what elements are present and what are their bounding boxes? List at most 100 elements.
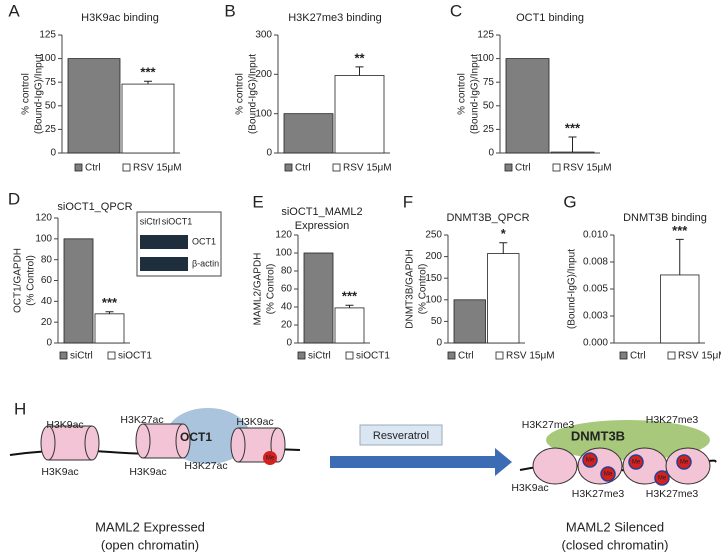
legend-swatch [345, 351, 354, 360]
y-tick-label: 125 [39, 30, 56, 41]
y-tick-label: 250 [425, 230, 442, 241]
legend-label: siOCT1 [118, 351, 152, 362]
y-tick-label: 100 [425, 294, 442, 305]
significance: *** [565, 120, 581, 135]
legend-label: Ctrl [85, 163, 101, 174]
y-tick-label: 40 [281, 302, 293, 313]
methyl [676, 454, 692, 470]
y-tick-label: 0.000 [583, 338, 608, 349]
y-tick-label: 125 [477, 30, 494, 41]
band-label: OCT1 [192, 236, 216, 246]
y-axis-label: MAML2/GAPDH [253, 253, 264, 326]
arrow-label: Resveratrol [373, 430, 429, 442]
methyl-label: Me [586, 458, 595, 464]
y-tick-label: 25 [483, 124, 495, 135]
chart-title: DNMT3B_QPCR [446, 212, 529, 224]
dnmt3b-blob [546, 420, 710, 460]
histone-label: H3K27me3 [646, 488, 699, 500]
y-tick-label: 80 [281, 266, 293, 277]
blot-band [140, 257, 188, 271]
histone-label: H3K9ac [41, 466, 78, 478]
y-axis-label: % control [235, 73, 246, 115]
bar [63, 238, 94, 344]
error-bar [568, 136, 577, 153]
legend-swatch [495, 351, 504, 360]
chart-title: siOCT1_QPCR [57, 201, 132, 213]
y-tick-label: 80 [41, 254, 53, 265]
histone-label: H3K9ac [236, 416, 273, 428]
nucleosome [175, 423, 191, 459]
histone-label: H3K27ac [120, 414, 163, 426]
bar [334, 307, 365, 344]
band-label: β-actin [192, 258, 219, 268]
legend-label: Ctrl [458, 351, 474, 362]
chart-title: H3K9ac binding [81, 12, 159, 24]
nucleosome [40, 425, 56, 461]
y-tick-label: 75 [483, 77, 495, 88]
methyl-label: Me [266, 456, 275, 462]
y-tick-label: 200 [255, 69, 272, 80]
panel-label: C [450, 1, 462, 20]
y-tick-label: 60 [41, 275, 53, 286]
y-tick-label: 0 [266, 148, 272, 159]
panel-label: G [563, 192, 576, 211]
chart-title: Expression [295, 220, 349, 232]
y-tick-label: 40 [41, 296, 53, 307]
legend-swatch [504, 163, 513, 172]
blot-band [140, 235, 188, 249]
factor-label: DNMT3B [571, 428, 625, 443]
y-tick-label: 200 [425, 251, 442, 262]
methyl-label: Me [658, 476, 667, 482]
y-tick-label: 50 [45, 100, 57, 111]
bar [121, 83, 175, 154]
y-axis-label: % control [457, 73, 468, 115]
y-tick-label: 25 [45, 124, 57, 135]
y-tick-label: 100 [39, 53, 56, 64]
chart-title: siOCT1_MAML2 [281, 206, 362, 218]
chart-panel: F DNMT3B_QPCR DNMT3B/GAPDH (% Control) 0 50 10… [403, 192, 555, 361]
histone-label: H3K27me3 [572, 488, 625, 500]
chart-title: OCT1 binding [516, 12, 584, 24]
legend-swatch [667, 351, 676, 360]
legend-swatch [59, 351, 68, 360]
methyl-label: Me [604, 472, 613, 478]
y-axis-label: (Bound-IgG)/Input [470, 54, 481, 134]
arrow-box [359, 424, 443, 446]
y-tick-label: 60 [281, 284, 293, 295]
bar [334, 75, 385, 154]
y-axis-label: (% Control) [26, 255, 37, 306]
legend-label: RSV 15μM [133, 163, 182, 174]
arrow [330, 448, 512, 476]
y-axis-label: OCT1/GAPDH [13, 248, 24, 313]
y-tick-label: 120 [35, 213, 52, 224]
legend-label: RSV 15μM [678, 351, 721, 362]
y-tick-label: 100 [275, 248, 292, 259]
significance: * [501, 226, 507, 241]
legend-label: siCtrl [70, 351, 93, 362]
legend-swatch [619, 351, 628, 360]
methyl-labels: Me Me Me Me Me [586, 458, 689, 482]
panel-label: E [252, 192, 263, 211]
bar [505, 58, 550, 154]
panel-label: D [8, 189, 20, 208]
y-tick-label: 120 [275, 230, 292, 241]
bar [453, 299, 486, 344]
methyl-label: Me [632, 460, 641, 466]
methyl [263, 451, 277, 465]
y-tick-label: 150 [425, 273, 442, 284]
error-bar [105, 311, 114, 314]
legend-swatch [74, 163, 83, 172]
methyl [628, 454, 644, 470]
methyl [654, 470, 670, 486]
chart-panel: G DNMT3B binding (Bound-IgG)/Input 0.000 0.0… [563, 192, 721, 361]
nucleosome [577, 447, 623, 485]
panel-label: A [8, 1, 20, 20]
nucleosomes [40, 423, 286, 463]
error-bar [355, 66, 364, 76]
legend-swatch [447, 351, 456, 360]
caption: MAML2 Expressed [95, 519, 205, 534]
y-tick-label: 100 [255, 108, 272, 119]
y-axis-label: (% Control) [266, 264, 277, 315]
